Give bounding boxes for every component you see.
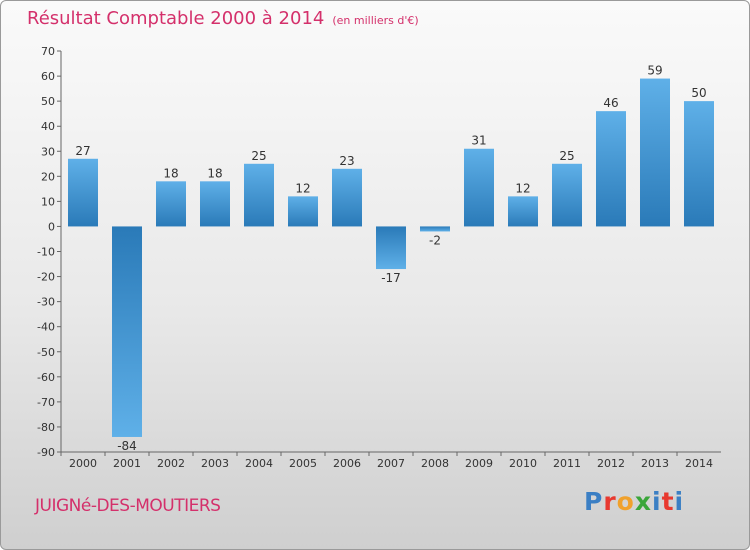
y-tick-label: 50 (41, 95, 55, 108)
chart-title: Résultat Comptable 2000 à 2014 (en millie… (27, 8, 419, 29)
logo-letter: x (634, 487, 652, 516)
chart-subtitle: (en milliers d'€) (332, 14, 419, 27)
y-tick-label: -40 (37, 321, 55, 334)
x-tick-label: 2011 (553, 457, 581, 470)
commune-name: JUIGNé-DES-MOUTIERS (35, 496, 221, 516)
x-tick-label: 2002 (157, 457, 185, 470)
bar-2011 (552, 163, 582, 227)
x-tick-label: 2004 (245, 457, 273, 470)
y-tick-label: 70 (41, 45, 55, 58)
bar-2004 (244, 163, 274, 227)
x-tick-label: 2013 (641, 457, 669, 470)
x-tick-label: 2012 (597, 457, 625, 470)
data-label-2002: 18 (163, 166, 178, 180)
bar-2013 (640, 78, 670, 227)
bar-2012 (596, 111, 626, 227)
logo-letter: r (603, 487, 617, 516)
x-tick-label: 2008 (421, 457, 449, 470)
x-tick-label: 2001 (113, 457, 141, 470)
y-tick-label: -50 (37, 346, 55, 359)
x-tick-label: 2000 (69, 457, 97, 470)
data-label-2006: 23 (339, 154, 354, 168)
data-label-2007: -17 (381, 271, 401, 285)
bar-2006 (332, 168, 362, 227)
bar-2009 (464, 148, 494, 227)
x-tick-label: 2006 (333, 457, 361, 470)
proxiti-logo: Proxiti (584, 487, 684, 516)
y-tick-label: 0 (48, 220, 55, 233)
data-label-2011: 25 (559, 149, 574, 163)
data-label-2012: 46 (603, 96, 618, 110)
logo-letter: t (661, 487, 675, 516)
logo-letter: P (584, 487, 604, 516)
data-label-2000: 27 (75, 144, 90, 158)
data-label-2005: 12 (295, 181, 310, 195)
y-tick-label: 10 (41, 195, 55, 208)
bar-2014 (684, 101, 714, 227)
data-label-2014: 50 (691, 86, 706, 100)
y-tick-label: -70 (37, 396, 55, 409)
y-tick-label: 60 (41, 70, 55, 83)
bar-2002 (156, 181, 186, 227)
bar-2010 (508, 196, 538, 227)
y-tick-label: -20 (37, 271, 55, 284)
data-label-2003: 18 (207, 166, 222, 180)
y-tick-label: -90 (37, 446, 55, 459)
y-tick-label: -60 (37, 371, 55, 384)
x-tick-label: 2014 (685, 457, 713, 470)
bar-2000 (68, 158, 98, 227)
bar-2005 (288, 196, 318, 227)
bar-2001 (112, 226, 142, 437)
logo-letter: i (652, 487, 662, 516)
x-tick-label: 2010 (509, 457, 537, 470)
data-label-2009: 31 (471, 134, 486, 148)
data-label-2008: -2 (429, 233, 441, 247)
chart-bars (68, 78, 714, 437)
bar-2008 (420, 226, 450, 232)
y-tick-label: -30 (37, 296, 55, 309)
bar-2003 (200, 181, 230, 227)
chart-axes: 706050403020100-10-20-30-40-50-60-70-80-… (37, 45, 721, 470)
y-tick-label: 40 (41, 120, 55, 133)
data-label-2004: 25 (251, 149, 266, 163)
data-label-2010: 12 (515, 181, 530, 195)
chart-title-text: Résultat Comptable 2000 à 2014 (27, 8, 325, 29)
y-tick-label: 30 (41, 145, 55, 158)
logo-letter: o (616, 487, 635, 516)
logo-letter: i (674, 487, 685, 516)
x-tick-label: 2005 (289, 457, 317, 470)
x-tick-label: 2003 (201, 457, 229, 470)
bar-2007 (376, 226, 406, 270)
x-tick-label: 2007 (377, 457, 405, 470)
y-tick-label: -10 (37, 246, 55, 259)
data-label-2001: -84 (117, 439, 137, 453)
data-label-2013: 59 (647, 64, 662, 78)
chart-data-labels: 27 -84 18 18 25 12 23 -17 -2 31 12 25 46 59 50 (75, 64, 706, 453)
y-tick-label: 20 (41, 170, 55, 183)
y-tick-label: -80 (37, 421, 55, 434)
x-tick-label: 2009 (465, 457, 493, 470)
